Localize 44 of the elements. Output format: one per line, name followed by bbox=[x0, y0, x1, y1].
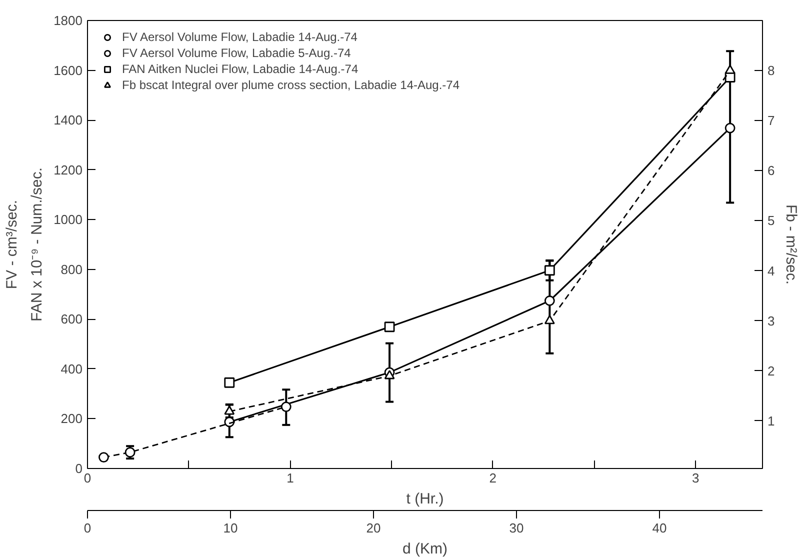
y-tick-label: 200 bbox=[60, 411, 83, 426]
y2-tick-label: 2 bbox=[768, 363, 775, 378]
point bbox=[544, 296, 555, 306]
x-tick-label: 3 bbox=[692, 470, 700, 486]
point bbox=[544, 314, 555, 324]
text: FV - cm³/sec. bbox=[4, 200, 20, 290]
x2-tick-label: 10 bbox=[223, 520, 238, 536]
point bbox=[384, 370, 395, 380]
y-tick-label: 1800 bbox=[54, 13, 82, 28]
point bbox=[724, 122, 736, 134]
legend-label: FV Aersol Volume Flow, Labadie 14-Aug.-74 bbox=[122, 30, 358, 44]
text: FAN x 10⁻⁹ - Num./sec. bbox=[28, 168, 46, 322]
y-tick-label: 1200 bbox=[54, 162, 82, 178]
y-tick-label: 0 bbox=[75, 461, 83, 476]
y-tick-label: 400 bbox=[60, 361, 83, 376]
x-tick-label: 2 bbox=[489, 470, 497, 486]
x-axis-title: t (Hr.) bbox=[406, 490, 444, 508]
x2-tick-label: 20 bbox=[366, 520, 381, 536]
point bbox=[224, 377, 235, 388]
y-tick-label: 1600 bbox=[54, 62, 82, 78]
y2-tick-label: 5 bbox=[768, 213, 775, 228]
legend-label: Fb bscat Integral over plume cross section, Labadie 14-Aug.-74 bbox=[122, 78, 460, 92]
y2-axis-title: Fb - m²/sec. bbox=[782, 204, 800, 285]
point bbox=[384, 322, 395, 332]
y-tick-label: 1400 bbox=[54, 112, 82, 128]
y2-tick-label: 4 bbox=[768, 263, 775, 278]
y-tick-label: 1000 bbox=[54, 212, 82, 228]
point bbox=[724, 64, 736, 74]
y-tick-label: 600 bbox=[60, 312, 83, 327]
x2-axis-title: d (Km) bbox=[402, 540, 448, 558]
y2-tick-label: 8 bbox=[768, 63, 775, 78]
y2-tick-label: 1 bbox=[768, 413, 775, 428]
y2-tick-label: 3 bbox=[768, 313, 775, 328]
y2-tick-label: 7 bbox=[768, 113, 775, 128]
x-tick-label: 1 bbox=[286, 470, 294, 486]
x2-tick-label: 40 bbox=[652, 520, 667, 536]
point bbox=[98, 452, 109, 462]
x2-tick-label: 30 bbox=[509, 520, 524, 536]
y2-tick-label: 6 bbox=[768, 163, 775, 178]
legend-label: FV Aersol Volume Flow, Labadie 5-Aug.-74 bbox=[122, 46, 351, 60]
legend-label: FAN Aitken Nuclei Flow, Labadie 14-Aug.-74 bbox=[122, 62, 358, 76]
point bbox=[544, 265, 555, 276]
point bbox=[280, 402, 292, 412]
y-tick-label: 800 bbox=[60, 262, 83, 277]
